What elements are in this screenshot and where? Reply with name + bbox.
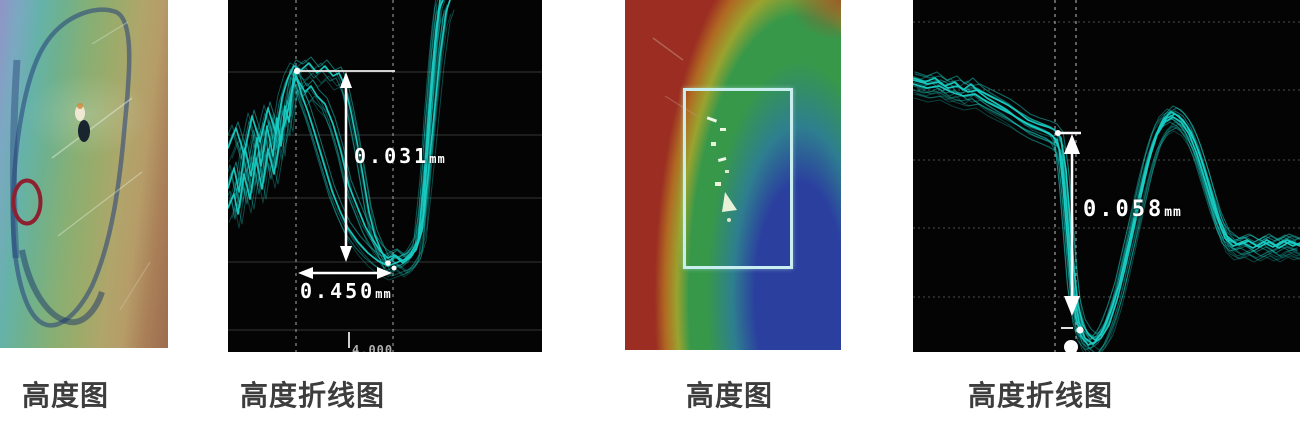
caption-height-profile-left: 高度折线图 bbox=[240, 379, 386, 412]
caption-height-map-left: 高度图 bbox=[22, 379, 110, 412]
step-height-measurement-left: 0.031mm bbox=[354, 144, 446, 168]
height-map-left bbox=[0, 0, 168, 348]
measurement-value: 0.450 bbox=[300, 279, 376, 303]
part-outline-bottom bbox=[19, 249, 105, 326]
defect-speck bbox=[711, 142, 716, 146]
measure-point-marker bbox=[391, 265, 397, 271]
defect-speck bbox=[715, 182, 721, 186]
defect-speck bbox=[706, 116, 718, 123]
defect-ellipse-annotation bbox=[11, 178, 43, 226]
glint-spot-orange bbox=[77, 103, 83, 109]
measurement-overlay-right bbox=[1055, 130, 1084, 352]
caption-height-map-right: 高度图 bbox=[686, 379, 774, 412]
glint-spot bbox=[75, 105, 85, 121]
defect-speck bbox=[720, 128, 726, 131]
arrowhead-down-icon bbox=[1064, 296, 1080, 316]
defect-speck bbox=[727, 218, 731, 222]
defect-speck-triangle bbox=[722, 192, 737, 212]
arrowhead-right-icon bbox=[377, 267, 392, 279]
measure-point-marker bbox=[1055, 130, 1061, 136]
arrowhead-down-icon bbox=[340, 246, 352, 262]
measurement-unit: mm bbox=[375, 287, 392, 301]
measure-point-marker bbox=[385, 260, 391, 266]
height-profile-chart-right: 0.058mm bbox=[913, 0, 1300, 352]
defect-speck bbox=[717, 156, 727, 162]
profile-plot-left bbox=[228, 0, 542, 352]
arrowhead-up-icon bbox=[340, 72, 352, 88]
scratch-line bbox=[57, 171, 143, 237]
height-map-left-overlay bbox=[9, 7, 151, 328]
part-outline-left-band bbox=[9, 59, 21, 259]
step-height-measurement-right: 0.058mm bbox=[1083, 197, 1182, 222]
height-profile-chart-left: 0.031mm 0.450mm 4.000 bbox=[228, 0, 542, 352]
roi-rectangle bbox=[683, 88, 793, 269]
measure-point-marker bbox=[293, 67, 301, 75]
width-measurement-left: 0.450mm bbox=[300, 279, 392, 303]
measure-point-marker bbox=[1076, 326, 1084, 334]
defect-speck bbox=[725, 170, 729, 173]
measurement-value: 0.058 bbox=[1083, 197, 1165, 222]
scratch-line bbox=[91, 21, 129, 45]
dark-pit-spot bbox=[78, 120, 90, 142]
profile-plot-right bbox=[913, 0, 1300, 352]
arrowhead-left-icon bbox=[298, 267, 313, 279]
measure-bottom-blob bbox=[1064, 340, 1078, 352]
height-map-right bbox=[625, 0, 841, 350]
measurement-unit: mm bbox=[1164, 205, 1182, 220]
height-map-right-overlay bbox=[652, 37, 737, 222]
scratch-line bbox=[51, 97, 133, 159]
caption-height-profile-right: 高度折线图 bbox=[968, 379, 1114, 412]
scratch-line bbox=[119, 261, 151, 311]
measurement-value: 0.031 bbox=[354, 144, 430, 168]
measurement-overlay-left bbox=[293, 67, 397, 348]
x-axis-tick-label: 4.000 bbox=[352, 343, 394, 352]
scratch-line bbox=[652, 37, 684, 61]
arrowhead-up-icon bbox=[1064, 134, 1080, 154]
scratch-line bbox=[664, 95, 698, 117]
measurement-unit: mm bbox=[429, 152, 446, 166]
